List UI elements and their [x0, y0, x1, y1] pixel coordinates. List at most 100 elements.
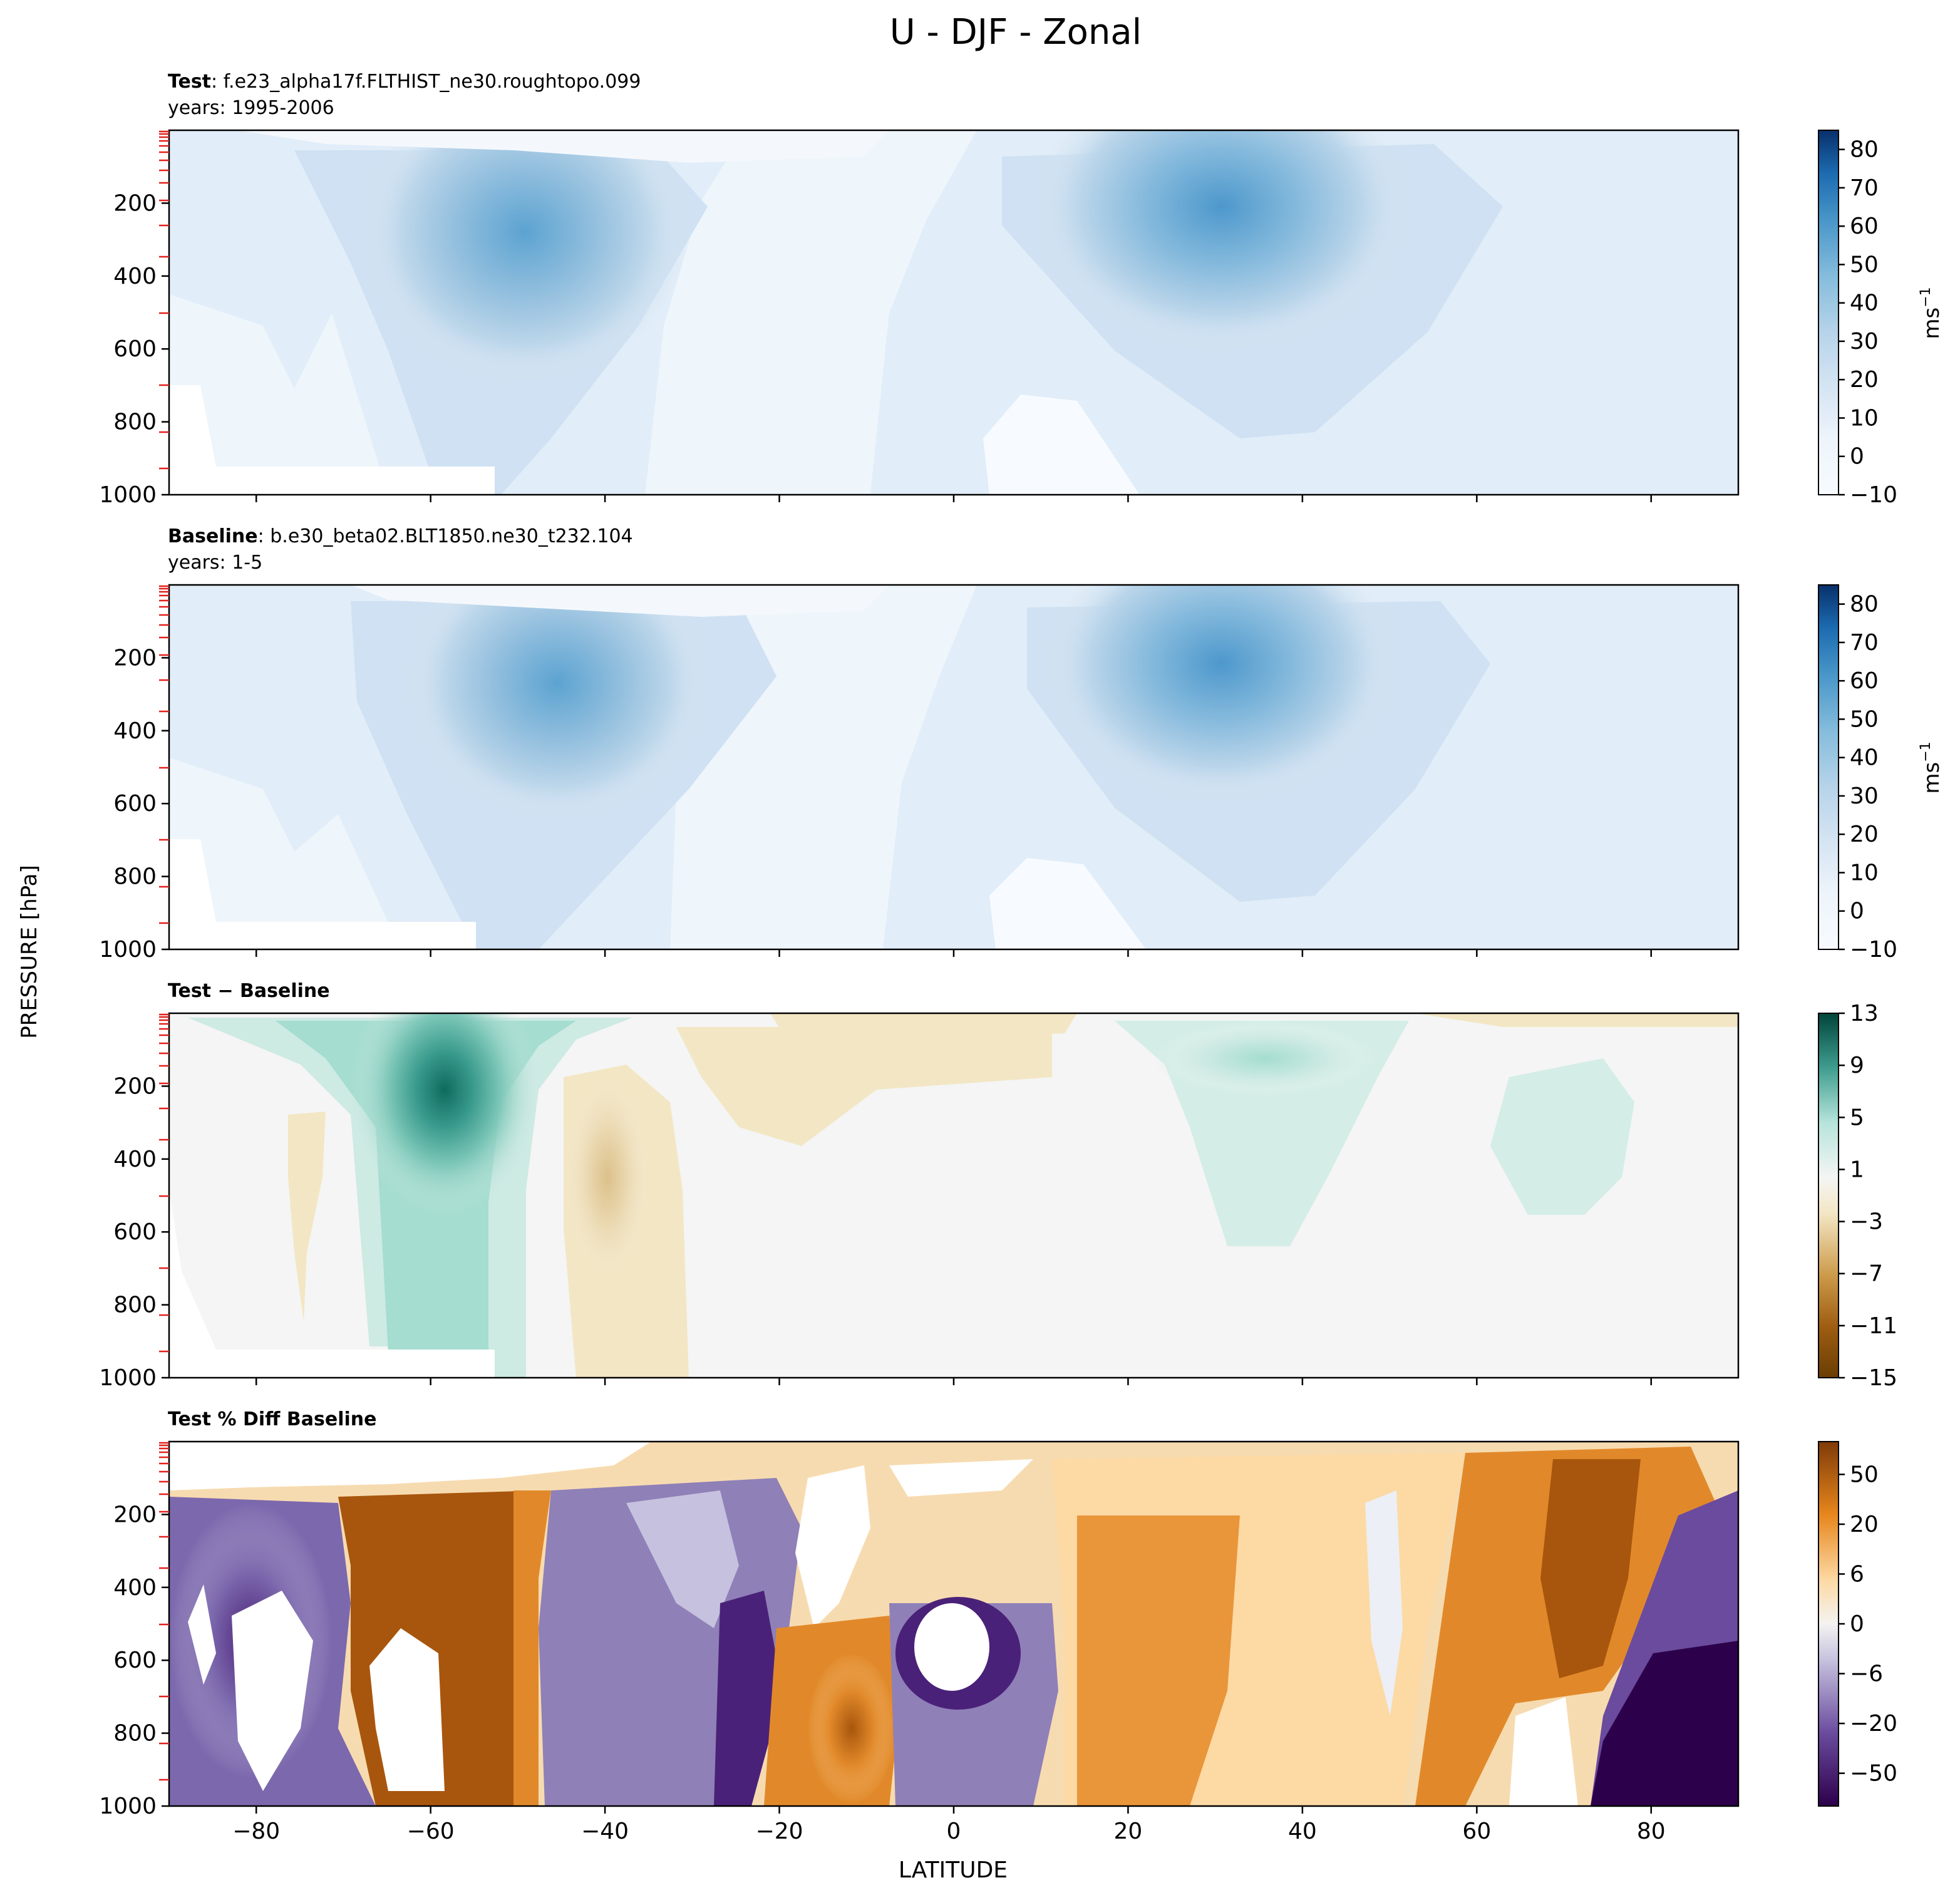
panel-diff-positive-north-core — [1152, 1021, 1378, 1096]
panel-pctdiff-middle-orange-core — [808, 1653, 895, 1804]
panel-pctdiff-white-streak — [1365, 1490, 1403, 1716]
xtick-label: 20 — [1114, 1819, 1143, 1844]
ytick-label: 400 — [113, 1575, 157, 1601]
xtick-label: −80 — [232, 1819, 280, 1844]
panel-baseline-colorbar-bar — [1818, 584, 1839, 950]
panel-baseline-topo-mask — [169, 839, 476, 949]
panel-baseline-colorbar-ticks: −10 0 10 20 30 40 50 60 70 80 — [1839, 592, 1897, 963]
figure-title: U - DJF - Zonal — [890, 12, 1142, 53]
colorbar-tick-label: 10 — [1850, 860, 1879, 885]
panel-pctdiff-top-white-1 — [795, 1465, 870, 1628]
xtick-label: −60 — [407, 1819, 455, 1844]
colorbar-tick-label: 50 — [1850, 706, 1879, 732]
panel-test-title-rest: : f.e23_alpha17f.FLTHIST_ne30.roughtopo.… — [211, 71, 641, 93]
panel-diff-positive-south-core — [351, 1013, 539, 1215]
panel-diff-negative-thin — [288, 1112, 326, 1321]
panel-diff-colorbar-ticks: 13 9 5 1 −3 −7 −11 −15 — [1839, 1001, 1897, 1391]
colorbar-tick-label: −10 — [1850, 937, 1897, 963]
panel-baseline: Baseline: b.e30_beta02.BLT1850.ne30_t232… — [99, 525, 1944, 963]
panel-test-colorbar-bar — [1818, 130, 1839, 495]
panel-baseline-title-bold: Baseline — [168, 525, 258, 547]
ytick-label: 600 — [113, 336, 157, 362]
panel-pctdiff-south-white-hole-2 — [232, 1591, 313, 1791]
panel-baseline-southern-jet-core — [407, 585, 708, 820]
ytick-label: 800 — [113, 1721, 157, 1747]
colorbar-tick-label: −11 — [1850, 1313, 1897, 1339]
xtick-label: 80 — [1637, 1819, 1666, 1844]
panel-pctdiff-title: Test % Diff Baseline — [168, 1408, 377, 1430]
panel-test-level-ticks — [159, 130, 169, 470]
panel-baseline-title: Baseline: b.e30_beta02.BLT1850.ne30_t232… — [168, 525, 633, 547]
panel-test-subtitle: years: 1995-2006 — [168, 97, 334, 119]
panel-pctdiff-top-white-2 — [889, 1459, 1033, 1497]
panel-pctdiff-central-light — [626, 1490, 739, 1628]
panel-baseline-xticks — [255, 949, 1653, 957]
colorbar-tick-label: 80 — [1850, 137, 1879, 163]
panel-diff-field — [169, 1013, 1738, 1378]
panel-diff-negative-south-core — [564, 1071, 651, 1284]
panel-pctdiff-yticks: 200 400 600 800 1000 — [99, 1502, 169, 1819]
ytick-label: 200 — [113, 1502, 157, 1527]
colorbar-tick-label: 9 — [1850, 1053, 1864, 1078]
panel-diff-positive-polar — [1490, 1058, 1634, 1215]
ytick-label: 200 — [113, 1073, 157, 1099]
xtick-label: 40 — [1288, 1819, 1317, 1844]
panel-pctdiff-colorbar-ticks: 50 20 6 0 −6 −20 −50 — [1839, 1462, 1897, 1787]
colorbar-tick-label: 50 — [1850, 252, 1879, 277]
ytick-label: 600 — [113, 791, 157, 817]
panel-pctdiff-upper-missing — [169, 1442, 651, 1490]
panel-pctdiff-north-white — [1509, 1697, 1578, 1806]
colorbar-tick-label: 0 — [1850, 444, 1864, 470]
panel-baseline-northern-jet-core — [1046, 585, 1396, 802]
panel-pctdiff-north-dark — [1591, 1641, 1738, 1806]
ytick-label: 800 — [113, 1293, 157, 1318]
colorbar-tick-label: 1 — [1850, 1157, 1864, 1182]
panel-test-colorbar-label: ms−1 — [1918, 287, 1944, 339]
panel-pctdiff-field — [169, 1442, 1738, 1806]
ytick-label: 600 — [113, 1219, 157, 1245]
panel-test-southern-jet-core — [362, 130, 688, 382]
panel-baseline-weak-surface — [989, 858, 1146, 949]
panel-pctdiff-equator-white — [914, 1603, 989, 1691]
colorbar-tick-label: 5 — [1850, 1105, 1864, 1130]
colorbar-tick-label: −20 — [1850, 1711, 1897, 1737]
panel-test-title-bold: Test — [168, 71, 211, 93]
ytick-label: 200 — [113, 645, 157, 671]
panel-diff-xticks — [255, 1378, 1653, 1385]
xtick-label: −40 — [581, 1819, 629, 1844]
panel-diff-upper-tan-north — [1415, 1013, 1738, 1027]
colorbar-tick-label: 70 — [1850, 175, 1879, 201]
ytick-label: 400 — [113, 1147, 157, 1172]
colorbar-tick-label: 0 — [1850, 1611, 1864, 1637]
colorbar-tick-label: 13 — [1850, 1001, 1879, 1026]
panel-test: Test: f.e23_alpha17f.FLTHIST_ne30.rought… — [99, 71, 1944, 508]
panel-diff-colorbar-bar — [1818, 1013, 1839, 1378]
panel-pctdiff-brown-white-hole — [369, 1628, 445, 1791]
colorbar-tick-label: 0 — [1850, 899, 1864, 924]
panel-test-weak-surface — [983, 395, 1140, 495]
panel-pctdiff-level-ticks — [159, 1442, 169, 1781]
ytick-label: 1000 — [99, 937, 157, 963]
ytick-label: 200 — [113, 190, 157, 216]
panel-baseline-upper-white — [351, 585, 889, 617]
xtick-label: 60 — [1462, 1819, 1491, 1844]
panel-baseline-colorbar: −10 0 10 20 30 40 50 60 70 80 ms−1 — [1818, 584, 1944, 963]
panel-test-xticks — [255, 495, 1653, 502]
panel-test-field — [169, 130, 1738, 495]
panel-diff-level-ticks — [159, 1013, 169, 1353]
panel-test-weak-south — [169, 294, 388, 495]
ytick-label: 800 — [113, 864, 157, 890]
ytick-label: 600 — [113, 1648, 157, 1673]
panel-pctdiff-colorbar: 50 20 6 0 −6 −20 −50 — [1818, 1441, 1897, 1807]
panel-pctdiff: Test % Diff Baseline — [99, 1408, 1897, 1844]
colorbar-tick-label: 60 — [1850, 214, 1879, 239]
panel-baseline-colorbar-label: ms−1 — [1918, 741, 1944, 793]
colorbar-tick-label: 80 — [1850, 592, 1879, 617]
ytick-label: 400 — [113, 264, 157, 289]
panel-test-colorbar-ticks: −10 0 10 20 30 40 50 60 70 80 — [1839, 137, 1897, 508]
panel-baseline-yticks: 200 400 600 800 1000 — [99, 645, 169, 963]
panel-test-yticks: 200 400 600 800 1000 — [99, 190, 169, 508]
colorbar-tick-label: −15 — [1850, 1365, 1897, 1391]
